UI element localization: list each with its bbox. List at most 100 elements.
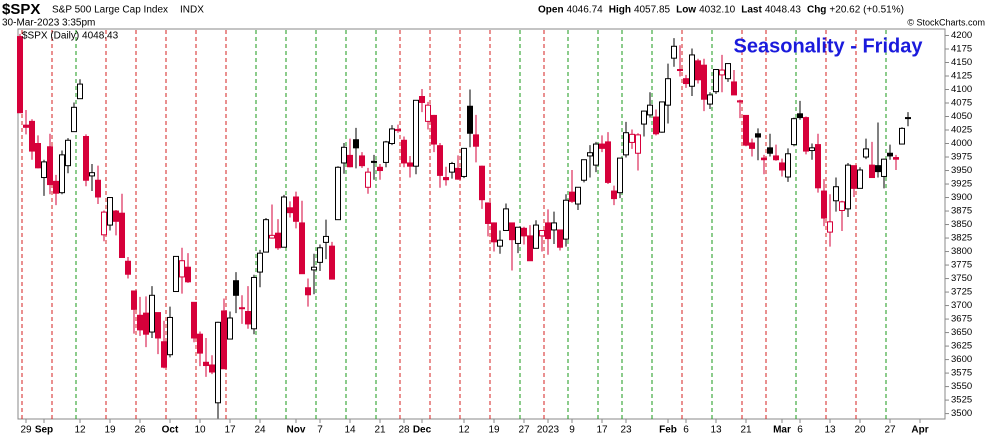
candle-body — [353, 139, 359, 149]
candle-body — [59, 154, 65, 194]
candle-body — [251, 276, 257, 330]
x-tick-label: 9 — [569, 425, 575, 436]
quote-value: +20.62 (+0.51%) — [829, 5, 904, 16]
candle-body — [725, 63, 731, 80]
y-tick-label: 3650 — [951, 327, 972, 338]
candle-body — [347, 154, 353, 168]
candle-body — [653, 116, 659, 135]
candle-body — [533, 224, 539, 249]
candle-body — [281, 196, 287, 248]
candle-body — [719, 69, 725, 76]
candle-body — [335, 166, 341, 221]
candle-body — [659, 101, 665, 133]
candle-body — [611, 190, 617, 200]
candle-body — [329, 245, 335, 280]
candle-body — [563, 199, 569, 240]
x-tick-label: Nov — [287, 425, 306, 436]
candle-body — [245, 311, 251, 325]
candle-body — [95, 179, 101, 198]
y-tick-label: 3875 — [951, 206, 972, 217]
candle-body — [665, 78, 671, 106]
candle-body — [689, 54, 695, 87]
y-tick-label: 3675 — [951, 314, 972, 325]
candle-body — [671, 45, 677, 59]
candle-body — [419, 96, 425, 103]
candle-body — [677, 69, 683, 72]
candle-body — [599, 143, 605, 149]
x-tick-label: Sep — [35, 425, 53, 436]
quote-key: Chg — [807, 5, 826, 16]
candle-body — [683, 78, 689, 85]
y-tick-label: 3925 — [951, 179, 972, 190]
candle-body — [269, 234, 275, 239]
candle-body — [149, 294, 155, 333]
x-tick-label: 19 — [488, 425, 500, 436]
candle-body — [317, 247, 323, 263]
candle-body — [839, 201, 845, 211]
candle-body — [197, 333, 203, 354]
candle-body — [389, 128, 395, 145]
candle-body — [899, 127, 905, 145]
x-tick-label: 21 — [374, 425, 386, 436]
quote-value: 4057.85 — [634, 5, 671, 16]
candle-body — [893, 157, 899, 160]
symbol: $SPX — [2, 1, 40, 18]
candle-body — [527, 235, 533, 262]
candle-body — [485, 202, 491, 224]
quote-key: Open — [538, 5, 564, 16]
quote: Open 4046.74 High 4057.85 Low 4032.10 Last 4048… — [538, 5, 904, 16]
candle-body — [89, 172, 95, 177]
x-tick-label: Dec — [413, 425, 432, 436]
candle-body — [497, 239, 503, 247]
candle-body — [23, 124, 29, 128]
candle-body — [275, 232, 281, 249]
x-tick-label: 21 — [740, 425, 752, 436]
candle-body — [755, 133, 761, 138]
x-tick-label: Apr — [911, 425, 928, 436]
candle-body — [617, 157, 623, 194]
candle-body — [455, 167, 461, 180]
candle-body — [467, 105, 473, 134]
x-tick-label: Feb — [659, 425, 677, 436]
candle-body — [491, 222, 497, 243]
candle-body — [749, 142, 755, 149]
candle-body — [581, 159, 587, 181]
candle-body — [713, 69, 719, 93]
candle-body — [635, 134, 641, 154]
candle-body — [191, 301, 197, 339]
y-tick-label: 3900 — [951, 192, 972, 203]
candle-body — [29, 120, 35, 152]
candle-body — [887, 152, 893, 157]
candle-body — [773, 155, 779, 161]
candle-body — [107, 197, 113, 226]
candle-body — [401, 139, 407, 164]
quote-value: 4048.43 — [765, 5, 802, 16]
x-tick-label: 27 — [518, 425, 530, 436]
candle-body — [161, 341, 167, 368]
candle-body — [257, 252, 263, 273]
quote-value: 4032.10 — [699, 5, 736, 16]
candle-body — [821, 190, 827, 219]
candle-body — [155, 312, 161, 339]
candle-body — [557, 229, 563, 248]
candle-body — [311, 266, 317, 271]
candle-body — [365, 171, 371, 188]
candle-body — [857, 169, 863, 189]
candle-body — [593, 143, 599, 166]
quote-key: Low — [676, 5, 696, 16]
candle-body — [413, 99, 419, 167]
candle-body — [17, 36, 23, 114]
candle-body — [863, 148, 869, 158]
x-tick-label: 28 — [398, 425, 410, 436]
candle-body — [377, 166, 383, 172]
x-tick-label: 26 — [134, 425, 146, 436]
candle-body — [305, 287, 311, 296]
y-tick-label: 3625 — [951, 341, 972, 352]
candle-body — [65, 139, 71, 167]
candle-body — [827, 221, 833, 233]
date: 30-Mar-2023 3:35pm — [2, 18, 95, 29]
candle-body — [227, 317, 233, 340]
candle-body — [737, 100, 743, 103]
candle-body — [239, 307, 245, 310]
